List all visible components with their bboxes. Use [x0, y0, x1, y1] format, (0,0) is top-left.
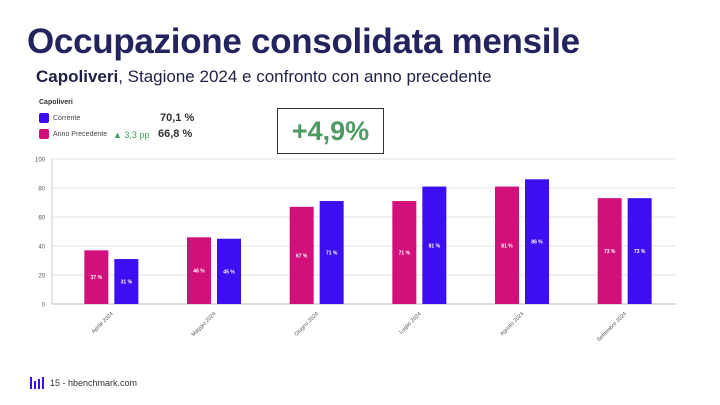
- bar-data-label: 71 %: [399, 251, 411, 257]
- x-tick-label: Maggio 2024: [191, 311, 218, 338]
- bar-data-label: 81 %: [429, 243, 441, 249]
- y-tick-label: 0: [42, 303, 46, 309]
- y-tick-label: 80: [38, 187, 45, 193]
- x-tick-label: Settembre 2024: [596, 311, 628, 343]
- bar-current: [217, 238, 241, 304]
- legend-swatch-previous: [39, 129, 49, 139]
- bar-previous: [289, 206, 314, 304]
- bar-data-label: 67 %: [296, 253, 308, 259]
- legend-title: Capoliveri: [39, 99, 73, 106]
- bar-current: [114, 259, 139, 304]
- y-tick-label: 60: [38, 216, 45, 222]
- x-tick-label: Luglio 2024: [398, 311, 422, 335]
- y-tick-label: 20: [38, 274, 45, 280]
- legend-label-current: Corrente: [53, 114, 81, 122]
- footer: 15 - hbenchmark.com: [30, 377, 137, 389]
- bar-current: [627, 198, 652, 304]
- bar-current: [422, 186, 447, 304]
- variation-badge: +4,9%: [277, 108, 384, 154]
- bar-data-label: 73 %: [604, 249, 616, 255]
- bar-data-label: 71 %: [326, 251, 338, 257]
- page-subtitle: Capoliveri, Stagione 2024 e confronto co…: [36, 67, 492, 87]
- footer-text: 15 - hbenchmark.com: [50, 378, 138, 388]
- hbenchmark-logo-icon: [30, 377, 44, 389]
- bar-current: [319, 201, 344, 304]
- bar-data-label: 45 %: [223, 269, 235, 275]
- legend-label-previous: Anno Precedente: [53, 130, 108, 138]
- y-tick-label: 100: [35, 158, 46, 164]
- legend-item-current[interactable]: Corrente: [39, 112, 80, 124]
- bar-data-label: 31 %: [121, 280, 133, 286]
- x-tick-label: Agosto 2024: [499, 311, 525, 337]
- subtitle-description: , Stagione 2024 e confronto con anno pre…: [118, 67, 492, 86]
- y-tick-label: 40: [38, 245, 45, 251]
- bar-previous: [187, 237, 211, 304]
- legend-value-current: 70,1 %: [160, 112, 195, 124]
- bar-previous: [84, 250, 109, 304]
- bar-data-label: 46 %: [193, 269, 205, 275]
- subtitle-location: Capoliveri: [36, 67, 119, 86]
- legend-swatch-current: [39, 113, 49, 123]
- bar-current: [525, 179, 549, 304]
- bar-previous: [597, 198, 622, 304]
- bar-data-label: 37 %: [91, 275, 103, 281]
- x-tick-label: Giugno 2024: [294, 311, 321, 338]
- legend-item-previous[interactable]: Anno Precedente: [39, 128, 107, 140]
- bar-data-label: 73 %: [634, 249, 646, 255]
- bar-data-label: 86 %: [531, 240, 543, 246]
- legend-delta-pp: ▲ 3,3 pp: [113, 130, 150, 140]
- bar-previous: [495, 186, 519, 304]
- legend-value-previous: 66,8 %: [158, 128, 193, 140]
- bar-previous: [392, 201, 417, 304]
- page-title: Occupazione consolidata mensile: [27, 22, 580, 61]
- bar-data-label: 81 %: [501, 243, 513, 249]
- x-tick-label: Aprile 2024: [91, 311, 115, 335]
